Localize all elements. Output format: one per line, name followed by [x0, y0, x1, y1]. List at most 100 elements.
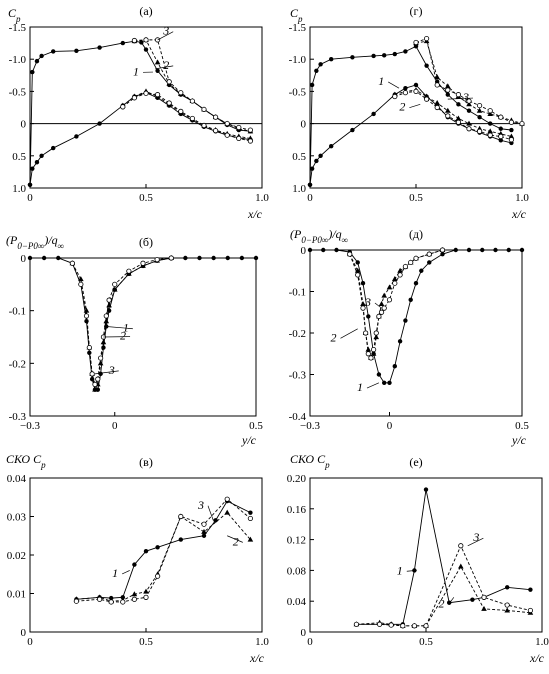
- data-point-open-circle: [224, 496, 230, 502]
- x-tick-label: 0: [27, 636, 33, 648]
- x-axis-label: x/c: [529, 651, 545, 665]
- y-tick-label: 0: [21, 627, 27, 639]
- curve-leader-line: [406, 570, 417, 572]
- data-point-filled-circle: [403, 49, 408, 54]
- curve-label: 3: [364, 295, 371, 309]
- data-point-open-circle: [365, 351, 371, 357]
- data-point-open-circle: [413, 88, 419, 95]
- data-point-triangle: [445, 83, 451, 89]
- data-point-filled-circle: [139, 40, 144, 45]
- data-point-open-circle: [408, 259, 414, 266]
- data-point-triangle: [100, 339, 107, 345]
- data-point-filled-circle: [445, 92, 450, 97]
- data-point-filled-circle: [440, 251, 445, 257]
- data-point-open-circle: [86, 344, 92, 351]
- y-tick-label: -0.3: [289, 370, 307, 382]
- data-point-open-circle: [381, 305, 387, 311]
- data-point-open-circle: [213, 114, 219, 120]
- data-point-filled-circle: [143, 548, 149, 554]
- x-axis-label: x/c: [247, 207, 263, 221]
- data-point-filled-circle: [427, 260, 432, 265]
- data-point-open-circle: [388, 622, 394, 628]
- data-point-open-circle: [106, 297, 112, 303]
- data-point-triangle: [201, 528, 207, 534]
- data-point-filled-circle: [74, 134, 79, 139]
- data-point-filled-circle: [318, 62, 323, 67]
- data-point-filled-circle: [355, 260, 360, 265]
- data-point-open-circle: [83, 313, 90, 319]
- series-line-1: [310, 249, 522, 384]
- data-point-filled-circle: [413, 82, 419, 88]
- y-tick-label: -0.2: [289, 328, 306, 340]
- data-point-filled-circle: [39, 153, 44, 158]
- data-point-triangle: [154, 59, 161, 65]
- data-point-open-circle: [434, 82, 440, 88]
- data-point-open-circle: [89, 371, 95, 377]
- curve-label: 1: [397, 563, 403, 577]
- data-point-filled-circle: [498, 138, 503, 143]
- data-point-open-circle: [247, 127, 253, 133]
- data-point-open-circle: [189, 98, 195, 104]
- chart-panel-b: −0.3 0 0.5 0 -0.1 -0.2 -0.3 (P0−P0∞)/q∞ y/c (б) 12…: [6, 233, 263, 447]
- data-point-filled-circle: [120, 595, 126, 600]
- y-tick-label: 0.16: [287, 504, 307, 516]
- data-point-filled-circle: [307, 182, 313, 187]
- curve-label: 1: [133, 64, 139, 78]
- x-axis-label: x/c: [249, 651, 265, 665]
- curve-label: 2: [233, 534, 239, 548]
- curve-label: 3: [472, 530, 479, 544]
- panel-tag: (д): [409, 227, 423, 241]
- data-point-filled-circle: [34, 58, 40, 64]
- data-point-filled-circle: [109, 595, 114, 601]
- data-point-filled-circle: [39, 53, 44, 59]
- data-point-open-circle: [402, 263, 408, 270]
- data-point-open-circle: [476, 128, 483, 134]
- data-point-filled-circle: [41, 255, 47, 261]
- data-point-filled-circle: [155, 68, 160, 73]
- data-point-filled-circle: [423, 487, 429, 492]
- data-point-filled-circle: [97, 45, 102, 50]
- data-point-filled-circle: [201, 533, 207, 538]
- data-point-filled-circle: [334, 247, 339, 253]
- data-point-triangle: [143, 588, 149, 594]
- data-point-open-circle: [189, 115, 195, 122]
- data-point-triangle: [83, 307, 90, 313]
- y-tick-label: 0.01: [7, 589, 26, 601]
- data-point-filled-circle: [403, 85, 408, 91]
- data-point-filled-circle: [493, 247, 498, 253]
- panel-tag: (а): [139, 4, 152, 18]
- data-point-open-circle: [143, 37, 149, 43]
- series-line-1: [29, 40, 251, 185]
- curve-label: 1: [123, 321, 129, 335]
- data-point-open-circle: [378, 309, 385, 315]
- curve-label: 3: [162, 24, 169, 38]
- data-point-triangle: [386, 284, 393, 290]
- y-axis-label: СКО Cp: [290, 452, 330, 470]
- y-tick-label: -1.5: [289, 22, 307, 34]
- curve-leader-line: [207, 505, 214, 521]
- x-tick-label: 0.5: [419, 636, 433, 648]
- data-point-open-circle: [445, 113, 451, 119]
- panel-tag: (в): [139, 455, 153, 469]
- series-line-1: [309, 84, 512, 185]
- data-point-open-circle: [458, 543, 464, 549]
- curve-leader-line: [227, 535, 243, 543]
- data-point-filled-circle: [318, 153, 323, 158]
- curve-leader-line: [157, 31, 174, 41]
- data-point-filled-circle: [307, 247, 313, 253]
- data-point-open-circle: [247, 138, 253, 144]
- x-tick-label: 0: [387, 420, 393, 432]
- series-line-1: [30, 257, 256, 391]
- data-point-filled-circle: [408, 297, 413, 302]
- data-point-triangle: [392, 276, 398, 282]
- data-point-filled-circle: [27, 182, 33, 187]
- data-point-triangle: [458, 563, 464, 569]
- series-line-2: [76, 512, 251, 602]
- data-point-open-circle: [126, 268, 132, 274]
- y-tick-label: 0.04: [287, 596, 307, 608]
- data-point-filled-circle: [239, 255, 245, 261]
- series-line-3: [356, 544, 531, 627]
- x-tick-label: −0.3: [300, 420, 320, 432]
- data-point-filled-circle: [371, 111, 376, 117]
- data-point-open-circle: [434, 104, 440, 111]
